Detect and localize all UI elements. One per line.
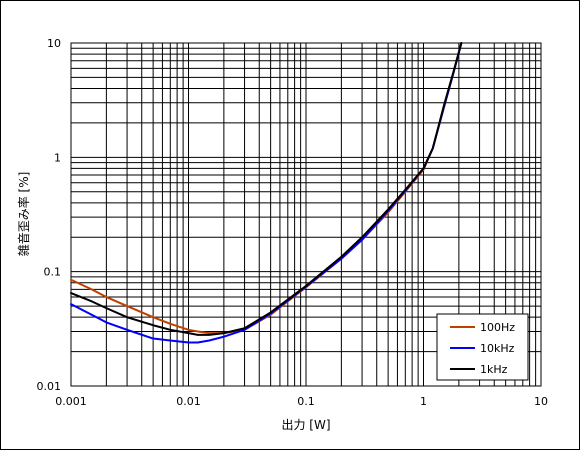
plot-area-border xyxy=(70,42,542,387)
legend-label: 10kHz xyxy=(480,342,515,355)
y-tick-label: 10 xyxy=(47,37,61,50)
y-axis-title: 雑音歪み率 [%] xyxy=(16,172,31,257)
tick-labels: 0.001 0.01 0.1 1 10 0.01 0.1 1 10 xyxy=(37,37,549,408)
x-tick-label: 1 xyxy=(420,395,427,408)
legend-label: 100Hz xyxy=(480,321,515,334)
y-tick-label: 0.01 xyxy=(37,380,62,393)
legend: 100Hz 10kHz 1kHz xyxy=(436,313,529,381)
series-lines xyxy=(70,42,463,344)
x-tick-label: 0.01 xyxy=(176,395,201,408)
x-axis-title: 出力 [W] xyxy=(281,418,330,432)
legend-label: 1kHz xyxy=(480,363,508,376)
series-line-1khz xyxy=(70,42,463,336)
y-tick-label: 0.1 xyxy=(44,266,62,279)
x-tick-label: 0.1 xyxy=(297,395,315,408)
x-tick-label: 10 xyxy=(534,395,548,408)
x-tick-label: 0.001 xyxy=(55,395,87,408)
y-tick-label: 1 xyxy=(54,151,61,164)
